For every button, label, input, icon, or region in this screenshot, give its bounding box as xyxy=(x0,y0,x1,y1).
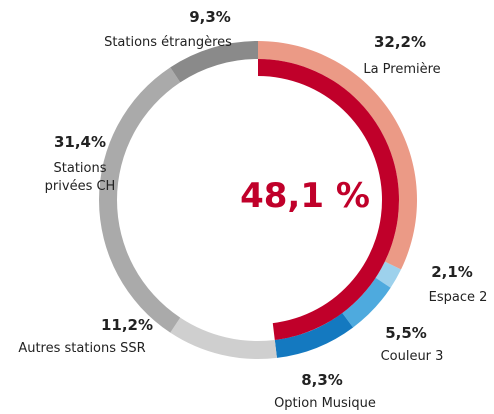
center-label: 48,1 % xyxy=(240,176,370,216)
category-label: La Première xyxy=(363,62,441,77)
value-label: 31,4% xyxy=(53,133,107,151)
category-label: Espace 2 xyxy=(428,290,488,305)
value-label: 32,2% xyxy=(373,33,427,51)
highlight-arc xyxy=(258,59,399,340)
segment xyxy=(274,313,354,358)
category-label: Option Musique xyxy=(274,396,376,411)
category-label: Stations étrangères xyxy=(104,35,232,50)
value-label: 9,3% xyxy=(189,8,231,26)
value-label: 2,1% xyxy=(431,263,473,281)
segment xyxy=(170,317,277,359)
segment xyxy=(99,67,181,333)
category-label: Stations privées CH xyxy=(44,161,116,194)
category-label: Couleur 3 xyxy=(380,349,444,364)
segment xyxy=(342,277,391,328)
category-label: Autres stations SSR xyxy=(18,341,146,356)
segment xyxy=(375,261,402,288)
value-label: 8,3% xyxy=(301,371,343,389)
value-label: 11,2% xyxy=(100,316,154,334)
segment xyxy=(170,41,258,83)
value-label: 5,5% xyxy=(385,324,427,342)
segment xyxy=(258,41,417,270)
